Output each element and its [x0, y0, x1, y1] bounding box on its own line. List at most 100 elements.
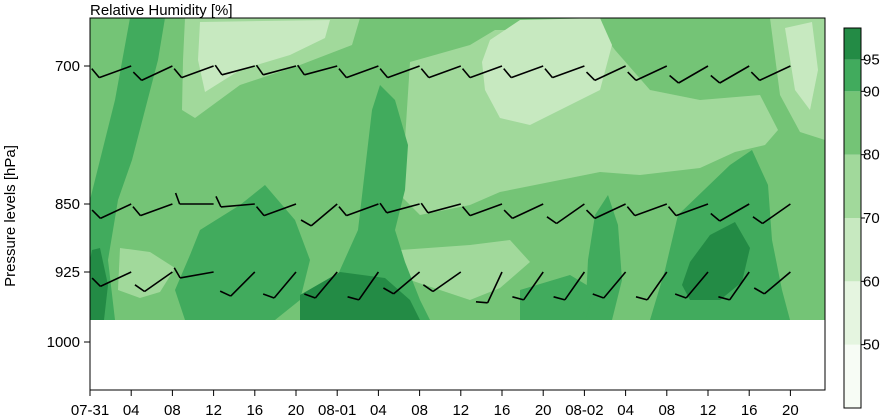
wind-barb — [173, 267, 214, 279]
wind-barb — [215, 196, 255, 208]
rh-contour-60-70 — [198, 20, 330, 92]
wind-barb — [710, 65, 750, 84]
rh-contour-95-100 — [682, 222, 750, 300]
wind-barb — [546, 203, 585, 225]
wind-barb — [669, 65, 709, 84]
colorbar-tick-label: 90 — [863, 83, 880, 100]
rh-contour-90-95 — [320, 85, 430, 320]
wind-barb — [503, 65, 544, 79]
x-tick-label: 08 — [164, 402, 181, 418]
colorbar-tick-label: 60 — [863, 273, 880, 290]
colorbar-swatch — [844, 28, 861, 60]
colorbar-tick-label: 80 — [863, 147, 880, 164]
wind-barb — [383, 271, 421, 295]
wind-barb — [718, 271, 750, 301]
rh-contour-90-95 — [585, 195, 622, 320]
x-tick-label: 08-02 — [565, 402, 603, 418]
wind-barb — [553, 271, 586, 301]
x-axis: 07-31 04 08 12 16 20 08-01 04 08 12 16 20 08-02 04 08 1… — [71, 390, 799, 418]
wind-barb — [338, 65, 379, 79]
wind-barb — [420, 202, 462, 214]
wind-barb — [347, 271, 380, 301]
wind-barb — [262, 271, 297, 299]
y-tick-label: 925 — [55, 264, 80, 281]
wind-barb — [461, 203, 503, 217]
y-tick-label: 1000 — [47, 334, 80, 351]
rh-contour-90-95 — [175, 185, 310, 320]
rh-contour-90-95 — [90, 18, 165, 320]
plot-area — [89, 17, 826, 391]
wind-barb — [132, 65, 173, 82]
x-tick-label: 20 — [535, 402, 552, 418]
wind-barb — [585, 65, 626, 82]
x-tick-label: 04 — [617, 402, 634, 418]
wind-barb — [91, 271, 132, 288]
wind-barb — [173, 65, 214, 79]
colorbar-swatch — [844, 154, 861, 218]
wind-barbs — [90, 64, 791, 304]
chart-title: Relative Humidity [%] — [90, 2, 233, 19]
wind-barb — [91, 203, 132, 220]
rh-contour-70-80 — [118, 248, 175, 298]
y-axis: 700 850 925 1000 — [47, 58, 90, 351]
colorbar-swatch — [844, 59, 861, 92]
wind-barb — [626, 203, 668, 217]
x-tick-label: 16 — [741, 402, 758, 418]
wind-barb — [255, 64, 297, 76]
wind-barb — [300, 203, 338, 227]
colorbar-swatch — [844, 91, 861, 155]
wind-barb — [422, 271, 462, 293]
y-tick-label: 700 — [55, 58, 80, 75]
wind-barb — [475, 271, 503, 304]
x-tick-label: 04 — [370, 402, 387, 418]
wind-barb — [174, 192, 214, 205]
wind-barb — [503, 203, 544, 220]
wind-barb — [296, 64, 338, 76]
wind-barb — [544, 65, 585, 79]
x-tick-label: 12 — [452, 402, 469, 418]
wind-barb — [674, 271, 709, 299]
x-tick-label: 08 — [411, 402, 428, 418]
x-tick-label: 20 — [782, 402, 799, 418]
colorbar-legend: 50 60 70 80 90 95 — [843, 27, 880, 409]
y-axis-label: Pressure levels [hPa] — [2, 145, 19, 287]
colorbar-swatch — [844, 344, 861, 408]
wind-barb — [214, 64, 256, 76]
wind-barb — [134, 271, 173, 293]
x-tick-label: 12 — [700, 402, 717, 418]
wind-barb — [667, 203, 709, 217]
x-tick-label: 08-01 — [318, 402, 356, 418]
x-tick-label: 16 — [246, 402, 263, 418]
wind-barb — [750, 65, 791, 82]
wind-barb — [304, 271, 338, 299]
x-tick-label: 16 — [494, 402, 511, 418]
wind-barb — [512, 271, 544, 301]
x-tick-label: 12 — [205, 402, 222, 418]
wind-barb — [132, 203, 173, 217]
rh-contour-70-80 — [400, 240, 530, 300]
wind-barb — [420, 65, 462, 79]
wind-barb — [379, 65, 420, 79]
wind-barb — [338, 203, 379, 217]
colorbar-swatch — [844, 281, 861, 345]
wind-barb — [627, 65, 668, 82]
wind-barb — [219, 271, 256, 297]
x-tick-label: 08 — [658, 402, 675, 418]
y-tick-label: 850 — [55, 196, 80, 213]
wind-barb — [752, 203, 791, 225]
x-tick-label: 20 — [288, 402, 305, 418]
colorbar-tick-label: 95 — [863, 52, 880, 69]
colorbar-tick-label: 50 — [863, 337, 880, 354]
rh-contour-60-70 — [785, 22, 818, 110]
colorbar-swatch — [844, 218, 861, 282]
wind-barb — [753, 271, 791, 295]
rh-contour-95-100 — [300, 272, 420, 320]
x-tick-label: 04 — [123, 402, 140, 418]
wind-barb — [461, 65, 503, 79]
wind-barb — [379, 202, 420, 214]
x-tick-label: 07-31 — [71, 402, 109, 418]
wind-barb — [635, 271, 668, 301]
wind-barb — [91, 65, 132, 79]
wind-barb — [255, 203, 297, 217]
